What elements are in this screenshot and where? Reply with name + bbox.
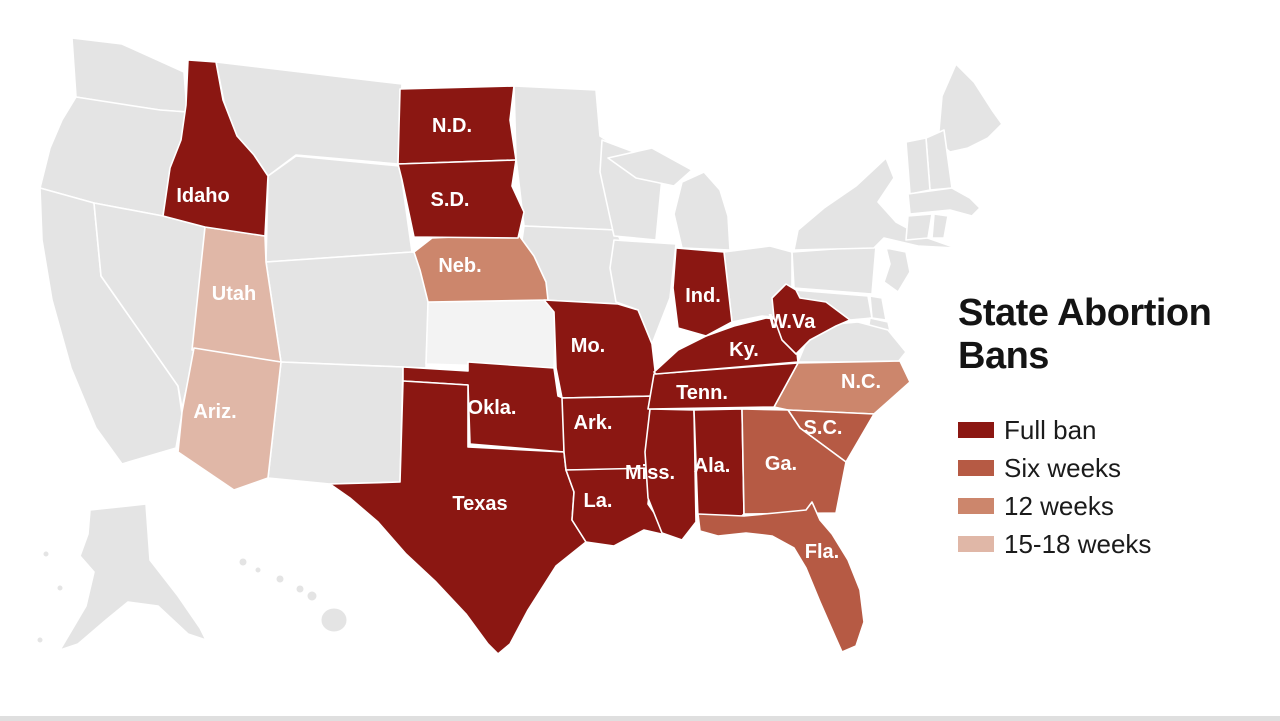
legend-swatch-15-18-weeks [958, 536, 994, 552]
state-label-idaho: Idaho [176, 185, 229, 207]
legend-label-15-18-weeks: 15-18 weeks [1004, 528, 1152, 559]
state-pennsylvania [791, 245, 877, 295]
state-massachusetts [907, 187, 981, 217]
state-label-mississippi: Miss. [625, 462, 675, 484]
state-rhode-island [931, 213, 949, 239]
legend-swatch-12-weeks [958, 498, 994, 514]
alaska-aleutian-island [36, 636, 44, 644]
hawaii-island [254, 566, 262, 574]
legend-label-full-ban: Full ban [1004, 414, 1097, 445]
map-title-line2: Bans [958, 335, 1049, 377]
alaska-aleutian-island [56, 584, 64, 592]
map-title: State Abortion Bans [958, 292, 1268, 378]
state-colorado [265, 251, 431, 369]
state-new-york [793, 157, 957, 251]
state-labels-layer: Idaho N.D. S.D. Neb. Utah Ariz. Mo. Okla… [176, 115, 881, 563]
state-label-west-virginia: W.Va [769, 311, 817, 333]
legend-label-six-weeks: Six weeks [1004, 452, 1122, 483]
state-west-virginia [771, 283, 851, 355]
legend-swatch-six-weeks [958, 460, 994, 476]
state-south-dakota [397, 159, 525, 239]
state-label-georgia: Ga. [765, 453, 797, 475]
bottom-divider-bar [0, 716, 1280, 721]
state-label-indiana: Ind. [685, 285, 721, 307]
legend-item-12-weeks: 12 weeks [958, 491, 1151, 521]
state-vermont [905, 137, 931, 195]
legend-swatch-full-ban [958, 422, 994, 438]
state-georgia [741, 408, 847, 515]
state-kansas [425, 299, 557, 369]
state-new-mexico [267, 361, 404, 485]
state-florida [697, 501, 865, 653]
legend-item-15-18-weeks: 15-18 weeks [958, 529, 1151, 559]
state-label-kentucky: Ky. [729, 339, 759, 361]
state-label-south-dakota: S.D. [431, 189, 470, 211]
state-label-utah: Utah [212, 283, 256, 305]
state-label-nebraska: Neb. [438, 255, 481, 277]
state-label-texas: Texas [452, 493, 507, 515]
alaska-aleutian-island [42, 550, 50, 558]
state-north-dakota [397, 85, 517, 165]
state-label-alabama: Ala. [694, 455, 731, 477]
legend-item-full-ban: Full ban [958, 415, 1151, 445]
state-connecticut [905, 213, 933, 241]
title-panel: State Abortion Bans [958, 292, 1268, 378]
state-wyoming [265, 155, 413, 263]
state-label-arizona: Ariz. [193, 401, 236, 423]
state-label-south-carolina: S.C. [804, 417, 843, 439]
state-label-florida: Fla. [805, 541, 839, 563]
state-michigan [607, 147, 731, 251]
hawaii-big-island [320, 607, 348, 633]
hawaii-island [238, 557, 248, 567]
state-label-louisiana: La. [584, 490, 613, 512]
state-new-jersey [883, 247, 911, 293]
state-maine [937, 63, 1003, 153]
state-indiana [672, 247, 733, 337]
state-label-tennessee: Tenn. [676, 382, 728, 404]
state-label-oklahoma: Okla. [468, 397, 517, 419]
hawaii-island [295, 584, 305, 594]
state-idaho [162, 59, 269, 237]
hawaii-island [306, 590, 318, 602]
states-layer [36, 37, 1003, 655]
state-label-north-dakota: N.D. [432, 115, 472, 137]
state-label-arkansas: Ark. [574, 412, 613, 434]
legend-label-12-weeks: 12 weeks [1004, 490, 1114, 521]
legend: Full ban Six weeks 12 weeks 15-18 weeks [958, 415, 1151, 574]
state-arizona [177, 347, 282, 491]
legend-item-six-weeks: Six weeks [958, 453, 1151, 483]
state-label-missouri: Mo. [571, 335, 605, 357]
state-label-north-carolina: N.C. [841, 371, 881, 393]
state-delaware [869, 295, 887, 321]
state-alaska [59, 503, 207, 651]
hawaii-island [275, 574, 285, 584]
map-title-line1: State Abortion [958, 292, 1212, 334]
